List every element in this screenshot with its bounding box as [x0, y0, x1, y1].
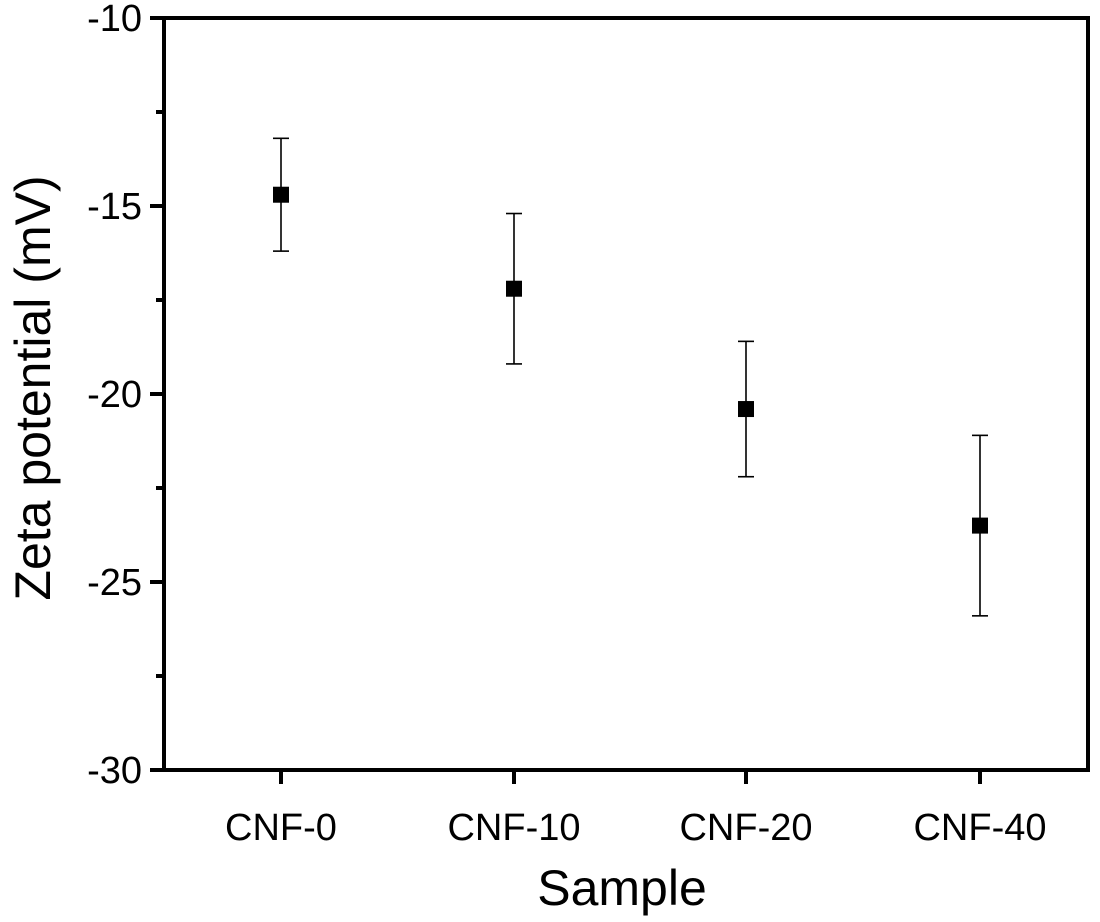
y-tick-label: -10	[87, 0, 142, 40]
data-point	[273, 186, 289, 203]
plot-frame	[162, 16, 1090, 772]
x-tick-label: CNF-20	[679, 807, 812, 849]
y-tick-label: -25	[87, 562, 142, 604]
error-bars	[273, 137, 988, 617]
y-axis-ticks: -30 -25 -20 -15 -10	[87, 0, 164, 792]
plot-border	[162, 16, 1090, 772]
data-point	[738, 401, 754, 418]
x-tick-label: CNF-0	[225, 807, 337, 849]
x-axis-ticks: CNF-0 CNF-10 CNF-20 CNF-40	[225, 770, 1047, 849]
data-point	[506, 280, 522, 297]
y-tick-label: -15	[87, 186, 142, 228]
x-axis-title: Sample	[537, 860, 707, 916]
data-point	[972, 517, 988, 534]
x-tick-label: CNF-40	[913, 807, 1046, 849]
data-points	[273, 186, 988, 534]
x-tick-label: CNF-10	[447, 807, 580, 849]
y-axis-title: Zeta potential (mV)	[5, 175, 61, 600]
y-tick-label: -20	[87, 374, 142, 416]
y-tick-label: -30	[87, 750, 142, 792]
